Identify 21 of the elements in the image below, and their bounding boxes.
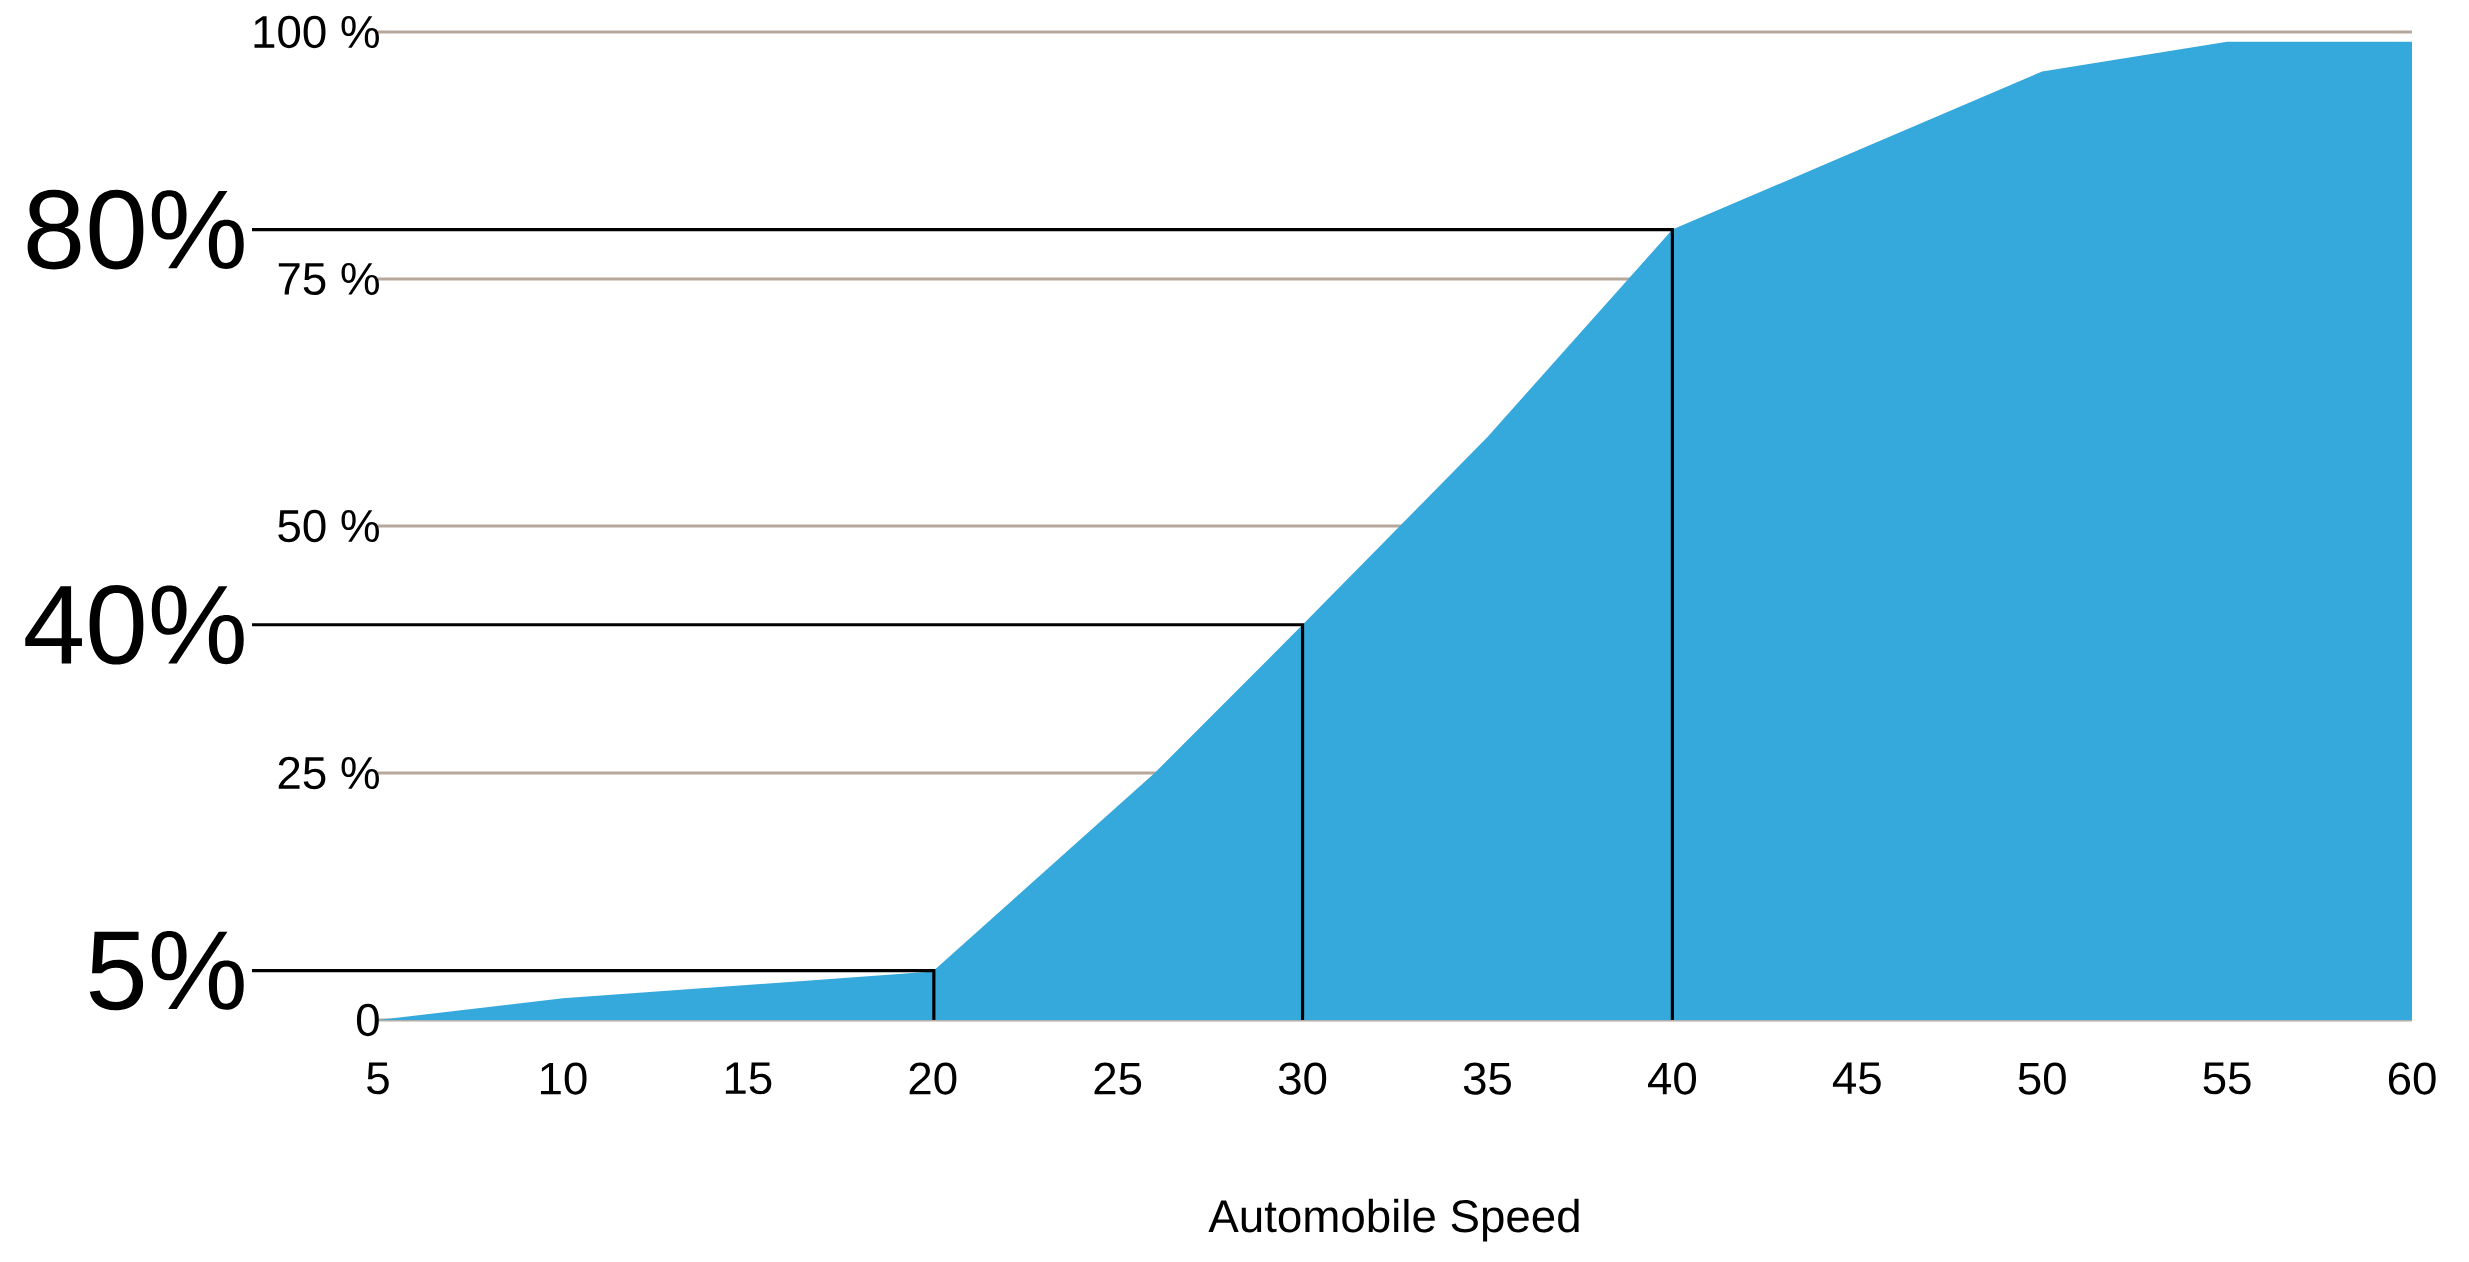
x-tick-label: 10: [540, 1062, 587, 1095]
ref-line-label: 80%: [27, 189, 244, 270]
x-tick-label: 15: [725, 1062, 772, 1095]
x-tick-label: 60: [2388, 1062, 2436, 1095]
x-tick-label: 35: [1463, 1062, 1511, 1095]
y-tick-label: 50 %: [278, 509, 379, 543]
x-tick-label: 30: [1278, 1062, 1327, 1095]
x-tick-label: 25: [1094, 1062, 1142, 1095]
y-tick-label: 100 %: [254, 15, 379, 49]
x-tick-label: 55: [2203, 1062, 2251, 1095]
x-tick-label: 50: [2018, 1062, 2066, 1095]
x-tick-label: 45: [1832, 1062, 1881, 1095]
y-tick-label: 75 %: [278, 262, 379, 296]
y-tick-label: 0: [356, 1003, 379, 1037]
y-tick-label: 25 %: [278, 756, 379, 790]
x-tick-label: 40: [1648, 1062, 1697, 1095]
ref-line-label: 40%: [25, 585, 244, 665]
ref-line-label: 5%: [89, 931, 244, 1011]
x-tick-label: 5: [367, 1062, 389, 1095]
x-axis-title: Automobile Speed: [1208, 1198, 1579, 1242]
x-tick-label: 20: [909, 1062, 957, 1095]
